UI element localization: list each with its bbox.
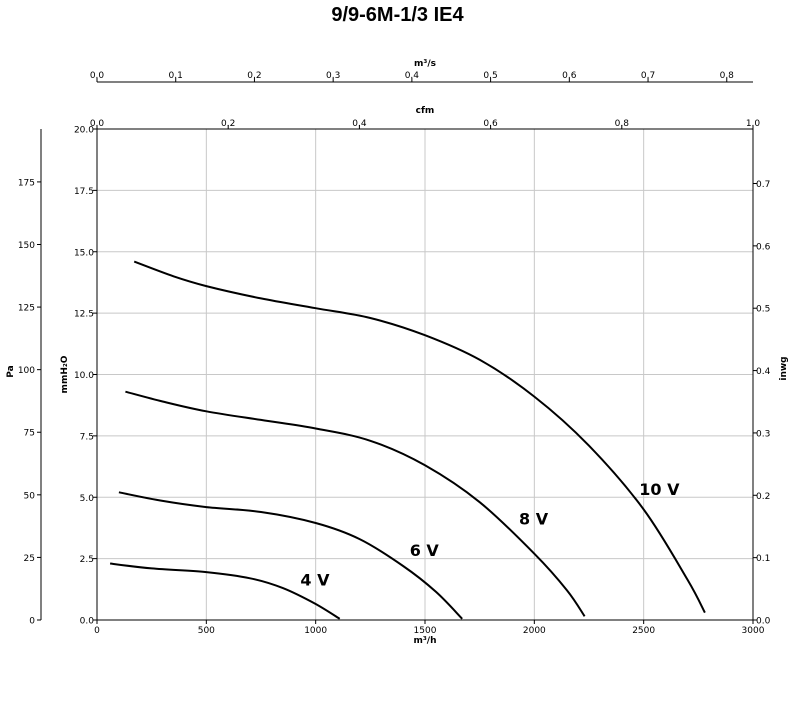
m3s-tick-label: 0.6 [562, 71, 577, 81]
y-tick-label: 5.0 [80, 494, 95, 504]
inwg-tick-label: 0.5 [756, 305, 770, 315]
y-tick-label: 12.5 [74, 310, 94, 320]
x-tick-label: 2000 [523, 626, 546, 636]
inwg-tick-label: 0.6 [756, 242, 771, 252]
pa-tick-label: 25 [24, 554, 35, 564]
inwg-tick-label: 0.4 [756, 367, 771, 377]
y-tick-label: 15.0 [74, 248, 94, 258]
x-axis-label: m³/h [413, 636, 436, 646]
x-tick-label: 1000 [304, 626, 327, 636]
pa-tick-label: 125 [18, 304, 35, 314]
series-line-8v [125, 390, 586, 617]
y-axis-label: mmH₂O [60, 355, 70, 393]
m3s-tick-label: 0.3 [326, 71, 340, 81]
y-tick-label: 2.5 [80, 555, 94, 565]
chart-title: 9/9-6M-1/3 IE4 [331, 4, 464, 26]
cfm-tick-label: 0.8 [615, 119, 630, 129]
pa-tick-label: 50 [24, 491, 36, 501]
inwg-tick-label: 0.2 [756, 492, 770, 502]
x-tick-label: 1500 [414, 626, 437, 636]
cfm-tick-label: 0.2 [221, 119, 235, 129]
axes [37, 78, 757, 624]
cfm-tick-label: 1.0 [746, 119, 761, 129]
inwg-axis-label: inwg [779, 356, 789, 380]
m3s-tick-label: 0.7 [641, 71, 655, 81]
m3s-tick-label: 0.0 [90, 71, 105, 81]
y-tick-label: 0.0 [80, 617, 95, 627]
inwg-tick-label: 0.1 [756, 554, 770, 564]
x-tick-label: 0 [94, 626, 100, 636]
y-tick-label: 10.0 [74, 371, 94, 381]
tick-labels: 0 500 1000 1500 2000 2500 30000.02.55.07.510.0… [18, 71, 771, 636]
series-line-6v [118, 491, 463, 620]
pa-tick-label: 0 [29, 617, 35, 627]
series-line-10v [133, 260, 706, 614]
inwg-tick-label: 0.7 [756, 180, 770, 190]
x-tick-label: 2500 [632, 626, 655, 636]
cfm-tick-label: 0.0 [90, 119, 105, 129]
curve-label-4v: 4 V [300, 571, 330, 590]
m3s-axis-label: m³/s [414, 59, 436, 69]
axis-labels: m³/h m³/s cfm mmH₂O Pa inwg [6, 59, 789, 646]
m3s-tick-label: 0.8 [720, 71, 735, 81]
x-tick-label: 500 [198, 626, 215, 636]
pa-tick-label: 100 [18, 366, 35, 376]
m3s-tick-label: 0.2 [247, 71, 261, 81]
m3s-tick-label: 0.5 [483, 71, 497, 81]
y-tick-label: 17.5 [74, 187, 94, 197]
pa-tick-label: 150 [18, 241, 35, 251]
inwg-tick-label: 0.3 [756, 429, 770, 439]
curve-label-10v: 10 V [639, 480, 680, 499]
m3s-tick-label: 0.4 [405, 71, 420, 81]
curve-labels: 4 V 6 V 8 V 10 V [300, 480, 680, 590]
series-line-4v [109, 562, 341, 620]
pa-tick-label: 175 [18, 178, 35, 188]
curve-label-8v: 8 V [519, 509, 549, 528]
cfm-tick-label: 0.4 [352, 119, 367, 129]
pa-tick-label: 75 [24, 429, 35, 439]
cfm-axis-label: cfm [416, 106, 435, 116]
pa-axis-label: Pa [6, 365, 16, 377]
y-tick-label: 7.5 [80, 432, 94, 442]
cfm-tick-label: 0.6 [483, 119, 498, 129]
x-tick-label: 3000 [742, 626, 765, 636]
inwg-tick-label: 0.0 [756, 617, 771, 627]
series-lines [109, 260, 706, 620]
m3s-tick-label: 0.1 [169, 71, 183, 81]
y-tick-label: 20.0 [74, 126, 94, 136]
curve-label-6v: 6 V [410, 541, 440, 560]
